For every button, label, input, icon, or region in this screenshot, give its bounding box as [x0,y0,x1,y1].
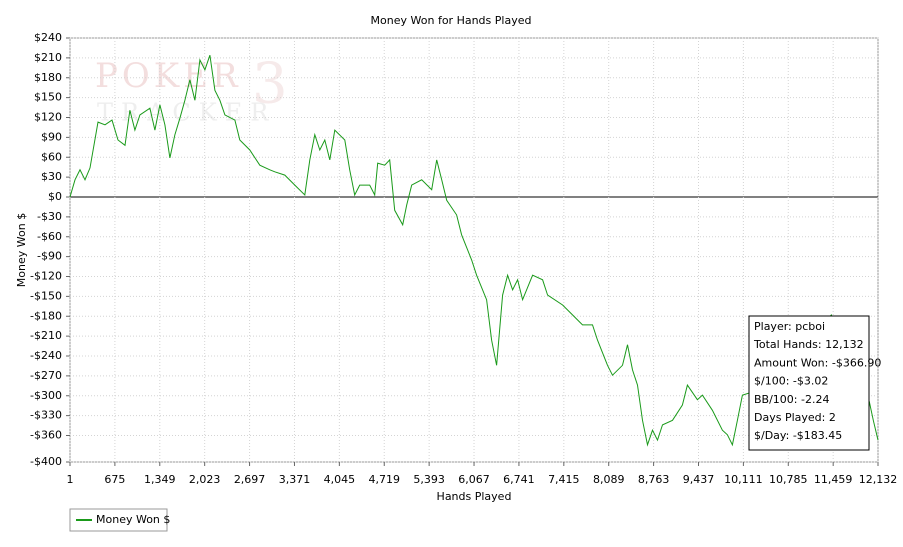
y-axis-label: Money Won $ [15,213,28,287]
info-line: Days Played: 2 [754,411,836,424]
y-tick-label: -$180 [30,309,62,322]
x-tick-label: 3,371 [279,473,311,486]
x-tick-label: 5,393 [413,473,445,486]
y-tick-label: $210 [34,51,62,64]
watermark: TRACKER [97,99,276,127]
legend-frame [69,508,168,532]
x-tick-label: 8,763 [638,473,670,486]
y-tick-label: -$30 [37,210,62,223]
y-tick-label: -$270 [30,369,62,382]
plot-area [69,37,879,463]
x-tick-label: 1 [67,473,74,486]
info-line: $/Day: -$183.45 [754,429,842,442]
y-tick-label: -$210 [30,329,62,342]
x-tick-label: 1,349 [144,473,176,486]
y-tick-label: $60 [41,150,62,163]
y-tick-label: -$240 [30,349,62,362]
watermark: 3 [252,52,288,117]
y-tick-label: -$400 [30,455,62,468]
y-tick-label: $150 [34,91,62,104]
x-tick-label: 10,111 [724,473,763,486]
x-tick-label: 8,089 [593,473,625,486]
x-tick-label: 4,045 [324,473,356,486]
y-tick-label: -$60 [37,230,62,243]
y-tick-label: $0 [48,190,62,203]
x-axis-label: Hands Played [437,490,512,503]
watermark: POKER [95,56,242,96]
x-tick-label: 9,437 [683,473,715,486]
info-line: Player: pcboi [754,320,825,333]
info-box-frame [748,315,870,451]
data-line [69,55,879,447]
y-tick-label: -$360 [30,429,62,442]
y-tick-label: -$330 [30,409,62,422]
info-line: BB/100: -2.24 [754,393,829,406]
x-tick-label: 7,415 [548,473,580,486]
info-line: Amount Won: -$366.90 [754,356,881,369]
x-tick-label: 2,023 [189,473,221,486]
y-tick-label: -$300 [30,389,62,402]
y-tick-label: $30 [41,170,62,183]
info-line: Total Hands: 12,132 [753,338,864,351]
x-tick-label: 6,741 [503,473,535,486]
y-tick-label: -$150 [30,289,62,302]
y-tick-label: -$120 [30,270,62,283]
y-tick-label: $90 [41,130,62,143]
y-tick-label: -$90 [37,250,62,263]
info-line: $/100: -$3.02 [754,375,828,388]
info-box: Player: pcboi Total Hands: 12,132 Amount W… [748,315,881,451]
x-tick-label: 12,132 [859,473,898,486]
x-tick-label: 2,697 [234,473,266,486]
x-tick-label: 6,067 [458,473,490,486]
y-tick-label: $240 [34,31,62,44]
x-tick-label: 4,719 [368,473,400,486]
x-tick-label: 10,785 [769,473,808,486]
y-tick-label: $120 [34,111,62,124]
x-tick-label: 675 [104,473,125,486]
chart-title: Money Won for Hands Played [371,14,532,27]
x-tick-label: 11,459 [814,473,853,486]
legend-label: Money Won $ [96,513,170,526]
y-tick-label: $180 [34,71,62,84]
legend: Money Won $ [69,508,170,532]
